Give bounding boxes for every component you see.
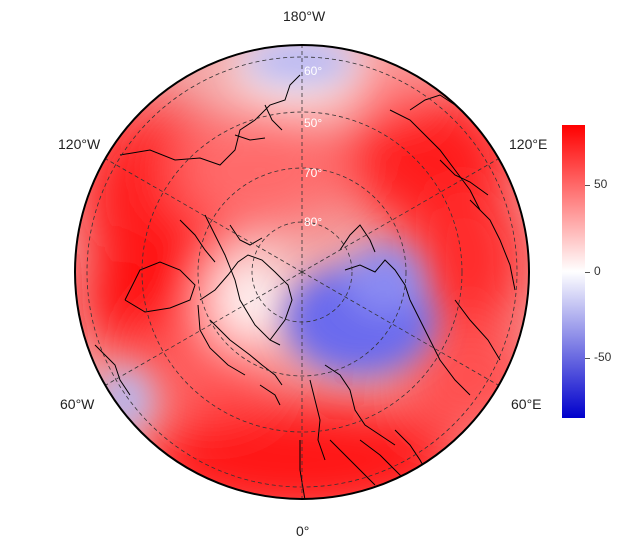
graticule [86,45,518,499]
lat-label-70: 70° [304,166,322,180]
latitude-labels: 60° 50° 70° 80° [304,64,322,229]
colorbar-tick-label: 0 [594,264,601,278]
lat-label-50: 50° [304,116,322,130]
colorbar-tick-mark [585,272,590,273]
lon-label-180w: 180°W [283,8,326,24]
lon-label-0: 0° [296,523,310,539]
coastlines [94,74,516,499]
colorbar-tick-label: -50 [594,350,612,364]
lon-label-120e: 120°E [509,136,548,152]
lat-label-60: 60° [304,64,322,78]
colorbar-tick-mark [585,358,590,359]
colorbar-tick-mark [585,185,590,186]
map-border [74,44,530,500]
lon-label-60w: 60°W [60,396,95,412]
lat-label-80: 80° [304,215,322,229]
colorbar-tick-label: 50 [594,177,608,191]
colorbar [562,125,585,418]
lon-label-120w: 120°W [58,136,101,152]
lon-label-60e: 60°E [511,396,542,412]
